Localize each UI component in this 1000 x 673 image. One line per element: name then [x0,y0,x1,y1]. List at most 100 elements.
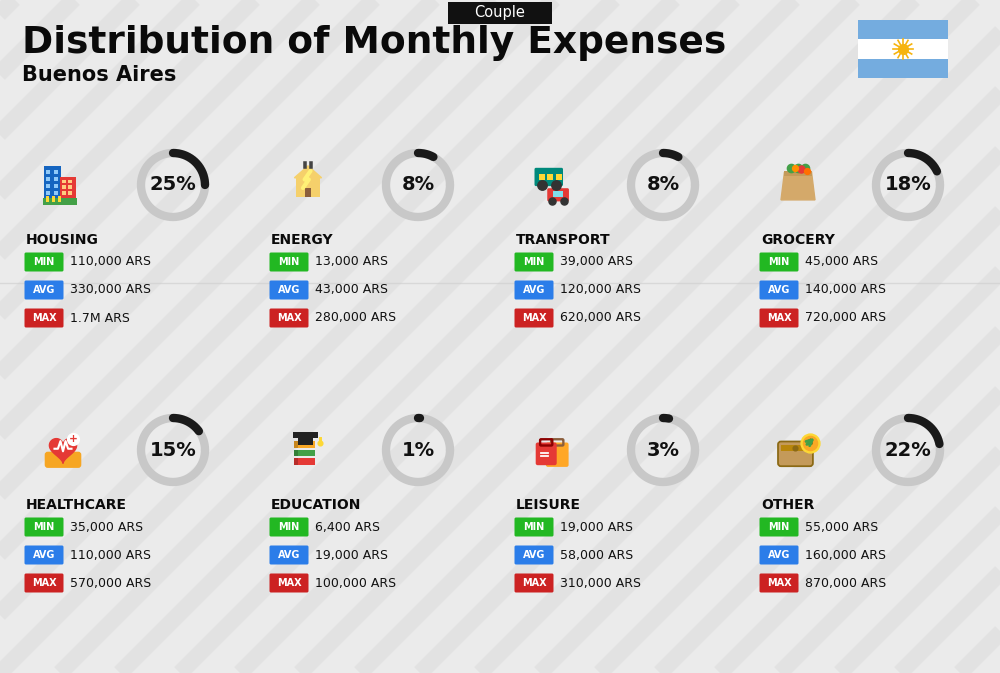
Text: 43,000 ARS: 43,000 ARS [315,283,388,297]
Text: 25%: 25% [150,176,196,194]
FancyBboxPatch shape [784,171,812,176]
Text: MIN: MIN [768,257,790,267]
FancyBboxPatch shape [24,281,64,299]
Text: 1.7M ARS: 1.7M ARS [70,312,130,324]
FancyBboxPatch shape [270,518,308,536]
FancyBboxPatch shape [294,458,298,465]
Text: Distribution of Monthly Expenses: Distribution of Monthly Expenses [22,25,726,61]
FancyBboxPatch shape [760,281,798,299]
Text: MAX: MAX [277,313,301,323]
FancyBboxPatch shape [294,458,315,465]
FancyBboxPatch shape [24,518,64,536]
FancyBboxPatch shape [514,518,554,536]
FancyBboxPatch shape [781,444,810,452]
Text: LEISURE: LEISURE [516,498,581,512]
Text: OTHER: OTHER [761,498,814,512]
Text: $: $ [807,438,813,448]
FancyBboxPatch shape [514,308,554,328]
Text: 870,000 ARS: 870,000 ARS [805,577,886,590]
Text: 13,000 ARS: 13,000 ARS [315,256,388,269]
FancyBboxPatch shape [514,573,554,592]
Text: HEALTHCARE: HEALTHCARE [26,498,127,512]
Text: AVG: AVG [33,550,55,560]
FancyBboxPatch shape [760,518,798,536]
FancyBboxPatch shape [68,191,72,194]
FancyBboxPatch shape [760,252,798,271]
Text: Buenos Aires: Buenos Aires [22,65,176,85]
FancyBboxPatch shape [54,177,58,181]
Text: 570,000 ARS: 570,000 ARS [70,577,151,590]
FancyBboxPatch shape [553,190,563,197]
Text: AVG: AVG [523,550,545,560]
Text: AVG: AVG [768,550,790,560]
Text: 35,000 ARS: 35,000 ARS [70,520,143,534]
FancyBboxPatch shape [54,190,58,194]
FancyBboxPatch shape [54,170,58,174]
Polygon shape [294,166,322,178]
Text: 22%: 22% [885,441,931,460]
Text: AVG: AVG [278,285,300,295]
FancyBboxPatch shape [448,2,552,24]
FancyBboxPatch shape [24,573,64,592]
FancyBboxPatch shape [46,177,50,181]
FancyBboxPatch shape [68,180,72,183]
FancyBboxPatch shape [858,20,948,39]
FancyBboxPatch shape [294,441,315,448]
FancyBboxPatch shape [858,39,948,59]
FancyBboxPatch shape [54,184,58,188]
Text: 120,000 ARS: 120,000 ARS [560,283,641,297]
FancyBboxPatch shape [270,308,308,328]
FancyBboxPatch shape [298,437,313,444]
FancyBboxPatch shape [58,196,61,203]
FancyBboxPatch shape [46,170,50,174]
FancyBboxPatch shape [270,573,308,592]
FancyBboxPatch shape [760,573,798,592]
Text: MAX: MAX [277,578,301,588]
Text: 110,000 ARS: 110,000 ARS [70,548,151,561]
FancyBboxPatch shape [62,180,66,183]
Text: EDUCATION: EDUCATION [271,498,361,512]
Polygon shape [781,173,815,200]
Text: AVG: AVG [523,285,545,295]
FancyBboxPatch shape [62,191,66,194]
FancyBboxPatch shape [547,174,553,180]
Text: TRANSPORT: TRANSPORT [516,233,611,247]
Text: 280,000 ARS: 280,000 ARS [315,312,396,324]
Text: 18%: 18% [885,176,931,194]
Text: MAX: MAX [767,578,791,588]
FancyBboxPatch shape [760,308,798,328]
Text: MAX: MAX [522,313,546,323]
Text: MAX: MAX [767,313,791,323]
FancyBboxPatch shape [62,186,66,189]
FancyBboxPatch shape [46,190,50,194]
FancyBboxPatch shape [305,188,311,197]
Text: ENERGY: ENERGY [271,233,334,247]
Text: 19,000 ARS: 19,000 ARS [315,548,388,561]
FancyBboxPatch shape [546,443,569,467]
Text: MIN: MIN [523,522,545,532]
FancyBboxPatch shape [60,177,76,199]
Text: 8%: 8% [401,176,435,194]
Text: 1%: 1% [401,441,435,460]
Text: MIN: MIN [33,257,55,267]
FancyBboxPatch shape [556,174,562,180]
FancyBboxPatch shape [46,196,49,203]
Text: 100,000 ARS: 100,000 ARS [315,577,396,590]
Text: 39,000 ARS: 39,000 ARS [560,256,633,269]
Text: AVG: AVG [768,285,790,295]
FancyBboxPatch shape [270,281,308,299]
Text: 8%: 8% [646,176,680,194]
FancyBboxPatch shape [296,176,320,197]
FancyBboxPatch shape [534,168,563,186]
Text: HOUSING: HOUSING [26,233,99,247]
Text: AVG: AVG [278,550,300,560]
FancyBboxPatch shape [270,546,308,565]
FancyBboxPatch shape [514,252,554,271]
Text: 310,000 ARS: 310,000 ARS [560,577,641,590]
FancyBboxPatch shape [294,450,315,456]
Text: 3%: 3% [646,441,680,460]
FancyBboxPatch shape [778,441,813,466]
Text: 110,000 ARS: 110,000 ARS [70,256,151,269]
Text: MIN: MIN [278,522,300,532]
Text: 160,000 ARS: 160,000 ARS [805,548,886,561]
